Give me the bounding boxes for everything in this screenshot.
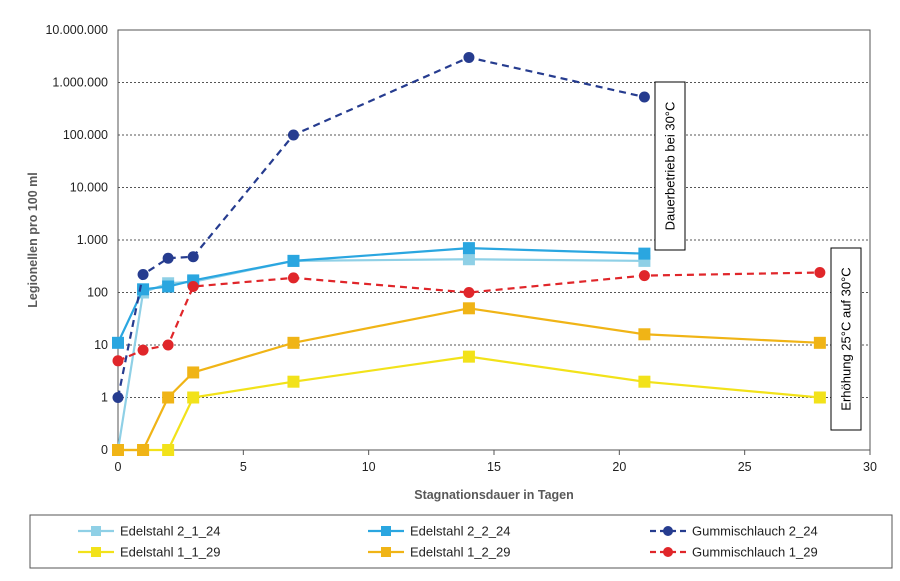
data-point <box>187 281 199 293</box>
series-5 <box>112 302 826 456</box>
legend-marker <box>663 526 673 536</box>
annotation-text: Dauerbetrieb bei 30°C <box>663 102 678 231</box>
data-point <box>462 302 475 315</box>
data-point <box>462 242 475 255</box>
data-point <box>813 391 826 404</box>
y-axis-label: Legionellen pro 100 ml <box>26 172 40 307</box>
legend-marker <box>91 547 101 557</box>
data-point <box>162 280 175 293</box>
y-tick-label: 10.000 <box>70 181 108 195</box>
data-point <box>287 375 300 388</box>
data-point <box>638 247 651 260</box>
y-tick-label: 10.000.000 <box>45 23 108 37</box>
legend-marker <box>91 526 101 536</box>
legend-item: Edelstahl 2_2_24 <box>368 524 510 539</box>
data-point <box>287 336 300 349</box>
axes: 01101001.00010.000100.0001.000.00010.000… <box>26 23 877 502</box>
series-line <box>117 271 820 362</box>
data-point <box>187 251 199 263</box>
data-point <box>162 444 175 456</box>
legend-marker <box>381 526 391 536</box>
legend-label: Edelstahl 1_2_29 <box>410 545 510 560</box>
series-3 <box>112 51 650 403</box>
legend-marker <box>381 547 391 557</box>
data-point <box>462 253 475 266</box>
legend-label: Edelstahl 2_2_24 <box>410 524 510 539</box>
data-point <box>137 444 150 456</box>
y-tick-label: 1 <box>101 391 108 405</box>
data-point <box>162 339 174 351</box>
legend-marker <box>663 547 673 557</box>
data-point <box>112 336 124 349</box>
y-tick-label: 1.000 <box>77 233 108 247</box>
x-tick-label: 5 <box>240 460 247 474</box>
legend-box <box>29 514 893 569</box>
data-point <box>137 269 149 281</box>
series-6 <box>112 267 826 367</box>
annotations: Dauerbetrieb bei 30°C Erhöhung 25°C auf 3… <box>654 81 862 431</box>
data-point <box>463 51 475 63</box>
y-tick-label: 10 <box>94 338 108 352</box>
x-axis-label: Stagnationsdauer in Tagen <box>414 488 574 502</box>
series-line <box>118 307 820 452</box>
legend-label: Gummischlauch 1_29 <box>692 545 818 560</box>
y-tick-label: 100 <box>87 286 108 300</box>
legend-item: Edelstahl 1_2_29 <box>368 545 510 560</box>
data-point <box>638 91 650 103</box>
data-point <box>162 252 174 264</box>
y-tick-label: 1.000.000 <box>52 76 108 90</box>
data-point <box>287 272 299 284</box>
data-point <box>112 444 124 456</box>
data-point <box>638 270 650 282</box>
data-point <box>638 375 651 388</box>
annotation-text: Erhöhung 25°C auf 30°C <box>839 267 854 410</box>
data-point <box>638 328 651 341</box>
legend-label: Gummischlauch 2_24 <box>692 524 818 539</box>
data-point <box>187 366 200 379</box>
data-point <box>462 350 475 363</box>
legend-label: Edelstahl 2_1_24 <box>120 524 220 539</box>
annotation-frame <box>830 247 862 431</box>
data-point <box>463 287 475 298</box>
annotation-box: Erhöhung 25°C auf 30°C <box>830 247 862 431</box>
data-point <box>137 283 150 296</box>
legend-item: Edelstahl 2_1_24 <box>78 524 220 539</box>
grid-lines <box>118 29 870 398</box>
legend-item: Gummischlauch 1_29 <box>650 545 818 560</box>
legend: Edelstahl 2_1_24 Edelstahl 2_2_24 Gummisch… <box>29 514 893 569</box>
x-tick-label: 25 <box>738 460 752 474</box>
x-tick-label: 15 <box>487 460 501 474</box>
data-point <box>814 267 826 279</box>
x-tick-label: 20 <box>612 460 626 474</box>
series-group <box>112 51 826 456</box>
y-tick-label: 100.000 <box>63 128 108 142</box>
annotation-frame <box>654 81 686 251</box>
data-point <box>287 129 299 141</box>
data-point <box>162 391 175 404</box>
data-point <box>112 392 124 403</box>
annotation-box: Dauerbetrieb bei 30°C <box>654 81 686 251</box>
data-point <box>813 336 826 349</box>
data-point <box>112 355 124 367</box>
x-tick-label: 30 <box>863 460 877 474</box>
legend-label: Edelstahl 1_1_29 <box>120 545 220 560</box>
legend-item: Gummischlauch 2_24 <box>650 524 818 539</box>
legend-item: Edelstahl 1_1_29 <box>78 545 220 560</box>
x-tick-label: 0 <box>115 460 122 474</box>
data-point <box>137 344 149 356</box>
data-point <box>187 391 200 404</box>
y-tick-label: 0 <box>101 443 108 457</box>
data-point <box>287 254 300 267</box>
x-tick-label: 10 <box>362 460 376 474</box>
